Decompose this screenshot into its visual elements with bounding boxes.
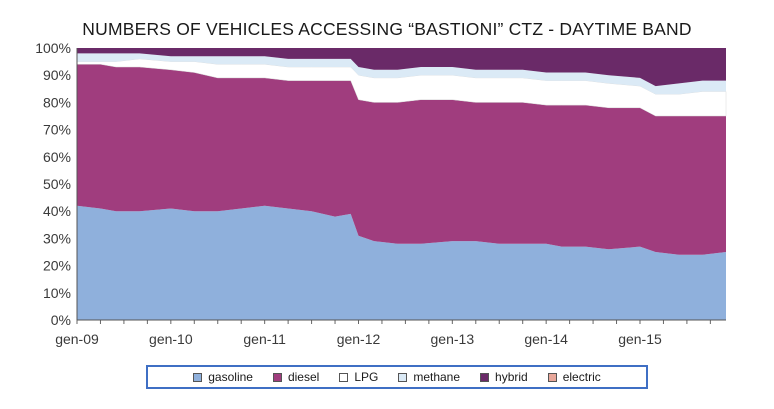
legend-swatch xyxy=(547,372,557,382)
legend-item-diesel: diesel xyxy=(272,370,320,384)
legend: gasoline diesel LPG methane hybrid electric xyxy=(146,365,648,389)
area-diesel xyxy=(77,64,726,255)
y-axis-tick-labels: 0% 10% 20% 30% 40% 50% 60% 70% 80% 90% 100% xyxy=(35,40,71,328)
y-tick-label: 60% xyxy=(43,149,71,165)
x-tick-label: gen-10 xyxy=(149,331,193,347)
y-tick-label: 80% xyxy=(43,94,71,110)
y-tick-label: 30% xyxy=(43,230,71,246)
legend-swatch xyxy=(193,372,203,382)
x-tick-label: gen-12 xyxy=(337,331,381,347)
area-methane xyxy=(77,53,726,95)
x-tick-label: gen-13 xyxy=(431,331,475,347)
legend-swatch xyxy=(398,372,408,382)
legend-swatch xyxy=(272,372,282,382)
area-gasoline xyxy=(77,205,726,320)
x-tick-label: gen-09 xyxy=(55,331,99,347)
legend-item-gasoline: gasoline xyxy=(193,370,253,384)
legend-item-lpg: LPG xyxy=(339,370,378,384)
x-axis-tick-labels: gen-09 gen-10 gen-11 gen-12 gen-13 gen-14 gen-… xyxy=(55,331,662,347)
legend-swatch xyxy=(339,372,349,382)
y-tick-label: 0% xyxy=(51,312,71,328)
y-tick-label: 100% xyxy=(35,40,71,56)
y-tick-label: 70% xyxy=(43,122,71,138)
legend-label: LPG xyxy=(354,370,379,384)
x-tick-label: gen-15 xyxy=(618,331,662,347)
chart-title: NUMBERS OF VEHICLES ACCESSING “BASTIONI”… xyxy=(82,19,692,39)
legend-item-hybrid: hybrid xyxy=(480,370,528,384)
legend-label: methane xyxy=(413,370,461,384)
area-hybrid xyxy=(77,48,726,87)
x-tick-label: gen-14 xyxy=(524,331,568,347)
legend-label: electric xyxy=(562,370,601,384)
y-tick-label: 20% xyxy=(43,258,71,274)
legend-item-methane: methane xyxy=(398,370,460,384)
area-layers xyxy=(76,48,727,320)
legend-label: diesel xyxy=(287,370,320,384)
x-axis-tick-marks xyxy=(76,320,711,324)
legend-item-electric: electric xyxy=(547,370,601,384)
y-tick-label: 10% xyxy=(43,285,71,301)
legend-swatch xyxy=(480,372,490,382)
x-tick-label: gen-11 xyxy=(243,331,286,347)
legend-label: gasoline xyxy=(208,370,253,384)
y-tick-label: 90% xyxy=(43,67,71,83)
legend-label: hybrid xyxy=(495,370,528,384)
y-tick-label: 50% xyxy=(43,176,71,192)
y-tick-label: 40% xyxy=(43,203,71,219)
